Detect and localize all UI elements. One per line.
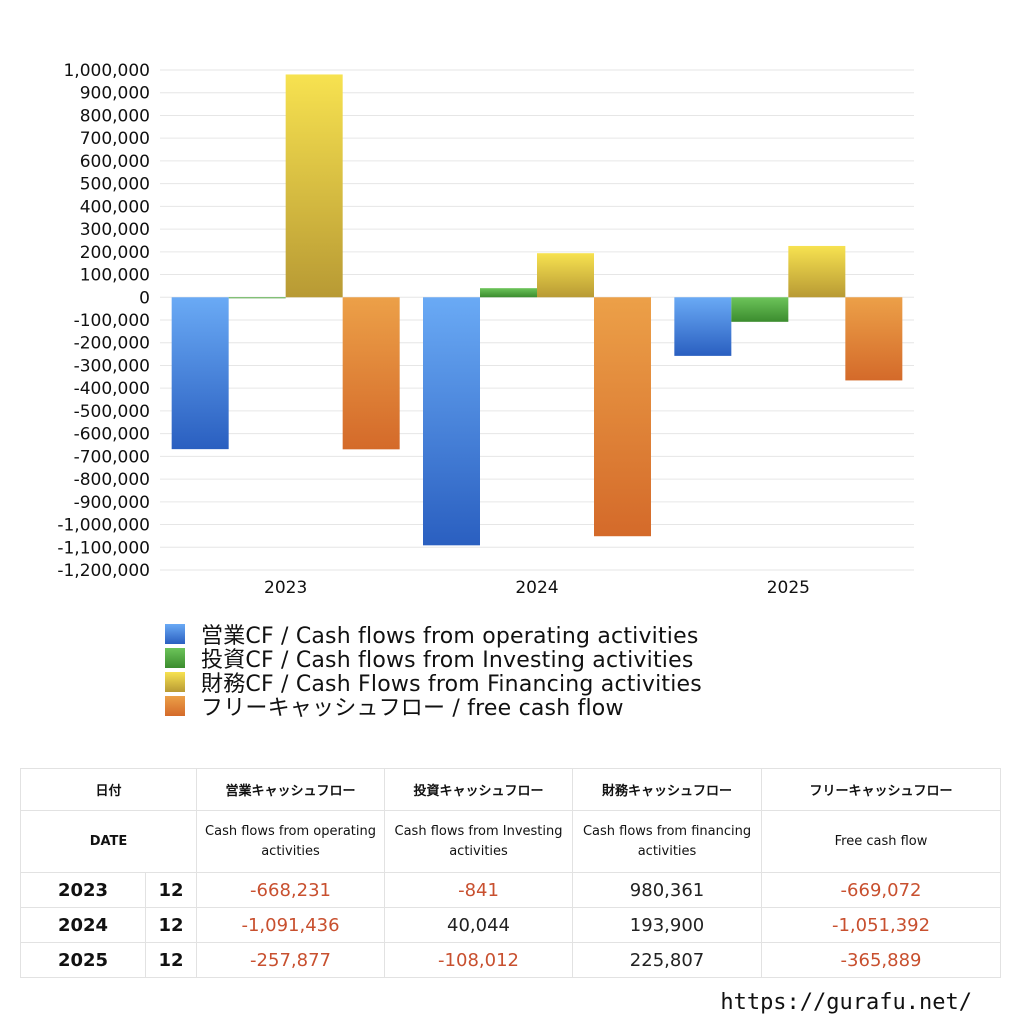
cell-financing: 193,900 — [572, 907, 763, 943]
row-month: 12 — [144, 872, 198, 908]
x-tick-label: 2024 — [515, 578, 558, 598]
legend-item-investing: 投資CF / Cash flows from Investing activit… — [165, 646, 702, 673]
row-year: 2024 — [20, 907, 146, 943]
y-tick-label: -600,000 — [74, 425, 150, 445]
cell-financing: 980,361 — [572, 872, 763, 908]
cash-flow-bar-chart: -1,200,000 -1,100,000-1,000,000 -900,000 -8… — [57, 61, 914, 598]
bar-financing — [537, 253, 594, 298]
header-free-cash-flow-en: Free cash flow — [761, 810, 1002, 873]
table-header-row-en: DATE Cash flows from operating activitie… — [19, 810, 1002, 873]
y-tick-label: 900,000 — [80, 84, 150, 104]
y-tick-label: -400,000 — [74, 379, 150, 399]
cell-free-cash-flow: -365,889 — [761, 942, 1002, 978]
row-month: 12 — [144, 907, 198, 943]
bar-free-cash-flow — [594, 297, 651, 537]
header-free-cash-flow-jp: フリーキャッシュフロー — [761, 768, 1002, 811]
bar-operating — [674, 297, 732, 356]
bar-investing — [228, 297, 286, 299]
x-tick-label: 2023 — [264, 578, 307, 598]
header-date-jp: 日付 — [19, 768, 198, 811]
y-tick-label: -500,000 — [74, 402, 150, 422]
bar-operating — [423, 297, 480, 546]
bar-free-cash-flow — [845, 297, 903, 381]
legend-item-operating: 営業CF / Cash flows from operating activit… — [165, 622, 702, 649]
row-year: 2025 — [20, 942, 146, 978]
y-tick-label: 1,000,000 — [63, 61, 150, 81]
bar-financing — [285, 74, 343, 298]
row-month: 12 — [144, 942, 198, 978]
cell-free-cash-flow: -1,051,392 — [761, 907, 1002, 943]
bar-operating — [171, 297, 229, 450]
y-tick-label: -800,000 — [74, 470, 150, 490]
y-tick-label: 500,000 — [80, 175, 150, 195]
y-tick-label: 300,000 — [80, 220, 150, 240]
cell-investing: 40,044 — [384, 907, 574, 943]
table-row: 2024 12 -1,091,436 40,044 193,900 -1,051… — [20, 907, 1002, 943]
y-tick-label: 0 — [139, 288, 150, 308]
y-tick-label: -1,200,000 — [57, 561, 150, 581]
bar-investing — [731, 297, 789, 322]
table-header-row-jp: 日付 営業キャッシュフロー 投資キャッシュフロー 財務キャッシュフロー フリーキ… — [19, 768, 1002, 811]
cell-operating: -668,231 — [196, 872, 386, 908]
cell-financing: 225,807 — [572, 942, 763, 978]
table-row: 2023 12 -668,231 -841 980,361 -669,072 — [20, 872, 1002, 908]
chart-legend: 営業CF / Cash flows from operating activit… — [165, 622, 702, 721]
table-row: 2025 12 -257,877 -108,012 225,807 -365,8… — [20, 942, 1002, 978]
header-date-en: DATE — [19, 810, 198, 873]
y-tick-label: -300,000 — [74, 356, 150, 376]
y-tick-label: -900,000 — [74, 493, 150, 513]
y-tick-label: 800,000 — [80, 106, 150, 126]
cell-investing: -108,012 — [384, 942, 574, 978]
cell-investing: -841 — [384, 872, 574, 908]
legend-swatch-free-cash-flow — [165, 696, 185, 716]
cash-flow-table: 日付 営業キャッシュフロー 投資キャッシュフロー 財務キャッシュフロー フリーキ… — [19, 768, 1002, 978]
legend-label-free-cash-flow: フリーキャッシュフロー / free cash flow — [201, 696, 624, 721]
legend-swatch-operating — [165, 624, 185, 644]
y-tick-label: 600,000 — [80, 152, 150, 172]
legend-swatch-investing — [165, 648, 185, 668]
x-tick-label: 2025 — [767, 578, 810, 598]
header-financing-en: Cash flows from financing activities — [572, 810, 763, 873]
legend-label-operating: 営業CF / Cash flows from operating activit… — [201, 624, 699, 649]
legend-swatch-financing — [165, 672, 185, 692]
row-year: 2023 — [20, 872, 146, 908]
cell-free-cash-flow: -669,072 — [761, 872, 1002, 908]
site-watermark: https://gurafu.net/ — [720, 990, 972, 1015]
cell-operating: -1,091,436 — [196, 907, 386, 943]
bar-financing — [788, 245, 846, 298]
legend-label-investing: 投資CF / Cash flows from Investing activit… — [201, 648, 694, 673]
y-tick-label: 700,000 — [80, 129, 150, 149]
header-investing-en: Cash flows from Investing activities — [384, 810, 574, 873]
legend-label-financing: 財務CF / Cash Flows from Financing activit… — [201, 672, 702, 697]
cell-operating: -257,877 — [196, 942, 386, 978]
y-tick-label: -200,000 — [74, 334, 150, 354]
y-tick-label: -100,000 — [74, 311, 150, 331]
header-operating-jp: 営業キャッシュフロー — [196, 768, 386, 811]
y-tick-label: 200,000 — [80, 243, 150, 263]
header-investing-jp: 投資キャッシュフロー — [384, 768, 574, 811]
legend-item-free-cash-flow: フリーキャッシュフロー / free cash flow — [165, 694, 702, 721]
legend-item-financing: 財務CF / Cash Flows from Financing activit… — [165, 670, 702, 697]
y-tick-label: -1,000,000 — [57, 516, 150, 536]
y-tick-label: 100,000 — [80, 266, 150, 286]
y-tick-label: 400,000 — [80, 197, 150, 217]
bar-free-cash-flow — [342, 297, 400, 450]
header-operating-en: Cash flows from operating activities — [196, 810, 386, 873]
bar-investing — [480, 288, 537, 298]
header-financing-jp: 財務キャッシュフロー — [572, 768, 763, 811]
y-tick-label: -700,000 — [74, 447, 150, 467]
y-tick-label: -1,100,000 — [57, 538, 150, 558]
